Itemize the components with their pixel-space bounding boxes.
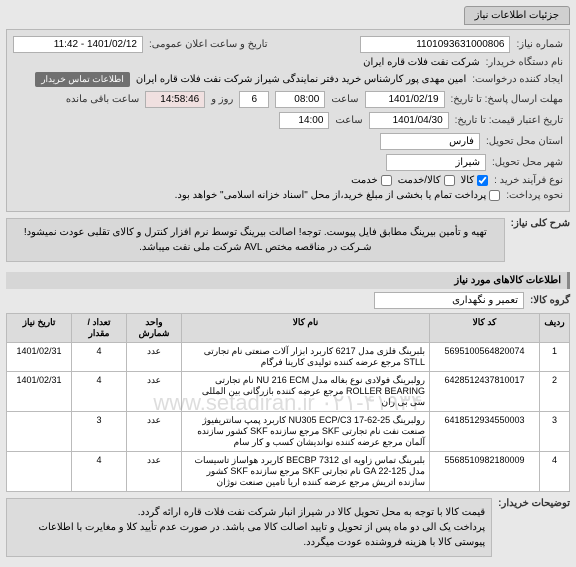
- opt-service[interactable]: خدمت: [351, 175, 392, 186]
- announce-label: تاریخ و ساعت اعلان عمومی:: [149, 39, 268, 50]
- city-value: شیراز: [386, 154, 486, 171]
- table-row: 26428512437810017رولبرینگ فولادی نوع بغا…: [7, 372, 570, 412]
- validity-time: 14:00: [279, 112, 329, 129]
- requester-value: امین مهدی پور کارشناس خرید دفتر نمایندگی…: [136, 74, 466, 85]
- requester-label: ایجاد کننده درخواست:: [472, 74, 563, 85]
- col-code: کد کالا: [430, 314, 540, 343]
- col-unit: واحد شمارش: [127, 314, 182, 343]
- need-number-label: شماره نیاز:: [516, 39, 563, 50]
- time-label-1: ساعت: [331, 94, 358, 105]
- buyer-org-value: شرکت نفت فلات قاره ایران: [363, 57, 480, 68]
- time-label-2: ساعت: [335, 115, 362, 126]
- contact-info-badge[interactable]: اطلاعات تماس خریدار: [35, 72, 130, 87]
- items-section-title: اطلاعات کالاهای مورد نیاز: [6, 272, 570, 289]
- notes-box: قیمت کالا با توجه به محل تحویل کالا در ش…: [6, 498, 492, 557]
- items-table: ردیف کد کالا نام کالا واحد شمارش تعداد /…: [6, 313, 570, 492]
- province-label: استان محل تحویل:: [486, 136, 563, 147]
- city-label: شهر محل تحویل:: [492, 157, 563, 168]
- tab-details[interactable]: جزئیات اطلاعات نیاز: [464, 6, 570, 25]
- province-value: فارس: [380, 133, 480, 150]
- validity-label: تاریخ اعتبار قیمت: تا تاریخ:: [455, 115, 563, 126]
- need-number-value: 1101093631000806: [360, 36, 510, 53]
- opt-goods-service[interactable]: کالا/خدمت: [398, 175, 455, 186]
- table-row: 45568510982180009بلبرینگ تماس زاویه ای B…: [7, 452, 570, 492]
- deadline-date: 1401/02/19: [365, 91, 445, 108]
- table-row: 15695100564820074بلبرینگ فلزی مدل 6217 ک…: [7, 343, 570, 372]
- buyer-org-label: نام دستگاه خریدار:: [486, 57, 563, 68]
- days-remain: 6: [239, 91, 269, 108]
- remain-suffix: ساعت باقی مانده: [66, 94, 139, 105]
- col-qty: تعداد / مقدار: [72, 314, 127, 343]
- need-title-label: شرح کلی نیاز:: [511, 218, 570, 229]
- col-name: نام کالا: [182, 314, 430, 343]
- group-value: تعمیر و نگهداری: [374, 292, 524, 309]
- group-label: گروه کالا:: [530, 295, 570, 306]
- deadline-label: مهلت ارسال پاسخ: تا تاریخ:: [451, 94, 563, 105]
- buy-type-label: نوع فرآیند خرید :: [494, 175, 563, 186]
- payment-label: نحوه پرداخت:: [506, 190, 563, 201]
- opt-goods[interactable]: کالا: [461, 175, 489, 186]
- announce-value: 1401/02/12 - 11:42: [13, 36, 143, 53]
- col-date: تاریخ نیاز: [7, 314, 72, 343]
- col-row: ردیف: [540, 314, 570, 343]
- need-title-box: تهیه و تأمین بیرینگ مطابق فایل پیوست. تو…: [6, 218, 505, 262]
- table-row: 36418512934550003رولبرینگ NU305 ECP/C3 1…: [7, 412, 570, 452]
- notes-label: توضیحات خریدار:: [498, 498, 570, 509]
- validity-date: 1401/04/30: [369, 112, 449, 129]
- header-form: شماره نیاز: 1101093631000806 تاریخ و ساع…: [6, 29, 570, 212]
- days-and-label: روز و: [211, 94, 233, 105]
- time-remain: 14:58:46: [145, 91, 205, 108]
- payment-check[interactable]: پرداخت تمام یا بخشی از مبلغ خرید،از محل …: [175, 190, 501, 201]
- deadline-time: 08:00: [275, 91, 325, 108]
